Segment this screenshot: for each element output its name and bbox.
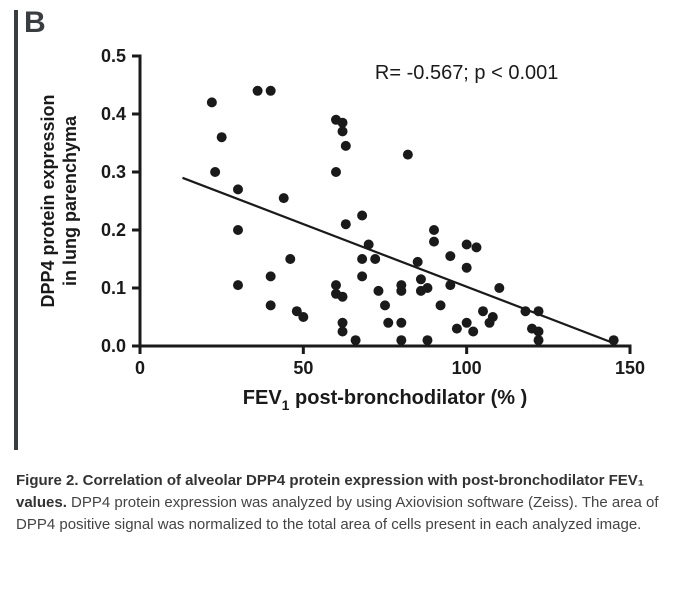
svg-text:0.2: 0.2 [101,220,126,240]
figure-panel: B 0.0 0.1 0.2 0.3 0.4 0.5 0 50 100 150 R= -0.567; … [0,0,700,598]
svg-text:0.3: 0.3 [101,162,126,182]
panel-letter: B [24,6,46,40]
svg-text:R= -0.567; p < 0.001: R= -0.567; p < 0.001 [375,62,558,84]
svg-text:0.4: 0.4 [101,104,126,124]
chart-svg: 0.0 0.1 0.2 0.3 0.4 0.5 0 50 100 150 R= -0.567; p … [30,36,670,436]
scatter-chart: 0.0 0.1 0.2 0.3 0.4 0.5 0 50 100 150 R= -0.567; p … [30,36,670,436]
svg-text:150: 150 [615,358,645,378]
figure-caption: Figure 2. Correlation of alveolar DPP4 p… [16,470,684,535]
left-rule [14,10,18,450]
svg-text:0.0: 0.0 [101,336,126,356]
svg-text:100: 100 [452,358,482,378]
svg-text:0: 0 [135,358,145,378]
svg-text:0.5: 0.5 [101,46,126,66]
svg-text:FEV1 post-bronchodilator (% ): FEV1 post-bronchodilator (% ) [243,387,527,413]
caption-body: DPP4 protein expression was analyzed by … [16,494,659,533]
svg-text:0.1: 0.1 [101,278,126,298]
svg-text:50: 50 [293,358,313,378]
svg-text:DPP4 protein expressionin lung: DPP4 protein expressionin lung parenchym… [38,94,80,307]
